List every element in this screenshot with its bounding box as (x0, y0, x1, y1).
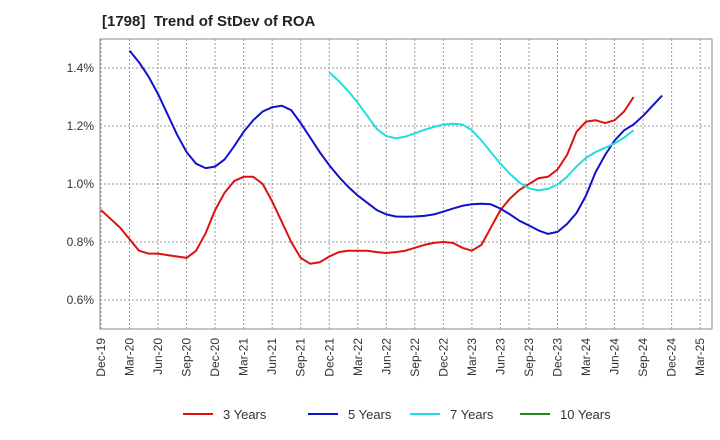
legend-label: 5 Years (348, 407, 392, 422)
y-tick-label: 0.6% (67, 293, 95, 307)
x-tick-label: Mar-22 (351, 338, 365, 376)
x-tick-label: Sep-21 (294, 338, 308, 377)
x-tick-label: Dec-20 (208, 338, 222, 377)
x-tick-label: Sep-20 (180, 338, 194, 377)
x-tick-label: Jun-24 (608, 338, 622, 375)
x-tick-label: Dec-19 (94, 338, 108, 377)
y-tick-label: 1.2% (67, 119, 95, 133)
series-lines (100, 49, 663, 265)
series-line-5-years (128, 49, 663, 235)
x-tick-label: Mar-25 (693, 338, 707, 376)
x-tick-label: Dec-23 (551, 338, 565, 377)
x-tick-label: Sep-22 (408, 338, 422, 377)
gridlines (100, 39, 712, 329)
x-tick-label: Mar-24 (579, 338, 593, 376)
x-tick-label: Mar-21 (237, 338, 251, 376)
x-tick-label: Sep-23 (522, 338, 536, 377)
x-tick-label: Sep-24 (636, 338, 650, 377)
x-tick-label: Mar-20 (123, 338, 137, 376)
x-axis-ticks: Dec-19 Mar-20 Jun-20 Sep-20 Dec-20 Mar-21 Jun-… (94, 338, 707, 377)
series-line-3-years (100, 96, 635, 265)
y-tick-label: 1.0% (67, 177, 95, 191)
y-tick-label: 0.8% (67, 235, 95, 249)
x-tick-label: Dec-22 (436, 338, 450, 377)
legend: 3 Years 5 Years 7 Years 10 Years (183, 407, 611, 422)
legend-label: 10 Years (560, 407, 611, 422)
legend-label: 3 Years (223, 407, 267, 422)
y-axis-ticks: 0.6% 0.8% 1.0% 1.2% 1.4% (67, 61, 95, 307)
y-tick-label: 1.4% (67, 61, 95, 75)
x-tick-label: Mar-23 (465, 338, 479, 376)
x-tick-label: Jun-22 (379, 338, 393, 375)
x-tick-label: Jun-23 (493, 338, 507, 375)
series-line-7-years (328, 71, 635, 192)
x-tick-label: Dec-21 (322, 338, 336, 377)
chart-title: [1798] Trend of StDev of ROA (102, 13, 316, 30)
x-tick-label: Jun-20 (151, 338, 165, 375)
x-tick-label: Dec-24 (665, 338, 679, 377)
x-tick-label: Jun-21 (265, 338, 279, 375)
legend-label: 7 Years (450, 407, 494, 422)
